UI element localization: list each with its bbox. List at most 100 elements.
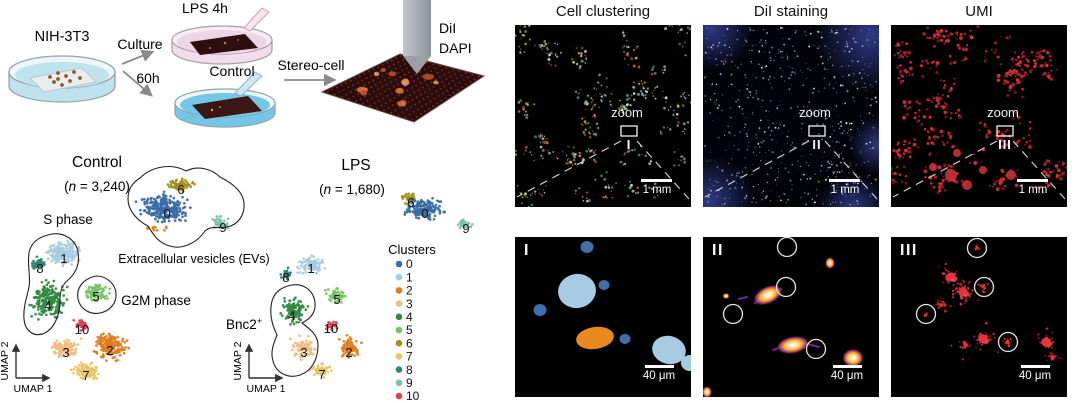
legend-title: Clusters xyxy=(388,242,436,257)
lps-dish xyxy=(171,7,273,65)
legend-item-label: 0 xyxy=(406,257,413,271)
legend-item-label: 4 xyxy=(406,310,413,324)
scalebar-label: 1 mm xyxy=(830,184,860,196)
scalebar xyxy=(829,179,860,182)
zoom-label: zoom xyxy=(799,105,831,120)
legend-item-label: 9 xyxy=(406,376,413,390)
s-phase-label: S phase xyxy=(43,212,93,227)
control-dish-label: Control xyxy=(209,63,254,79)
cluster-number-label: 9 xyxy=(219,220,226,235)
zoom-region-marks xyxy=(704,125,878,200)
panel-umi-image: zoom III 1 mm xyxy=(891,25,1067,207)
pipette-lps xyxy=(243,7,270,32)
panel-zoom-III: III 40 μm xyxy=(891,237,1067,397)
stain-dapi-label: DAPI xyxy=(439,40,472,56)
cluster-number-label: 8 xyxy=(282,270,289,285)
scalebar xyxy=(1017,179,1048,182)
cluster-number-label: 0 xyxy=(421,206,428,221)
lps-x-axis-label: UMAP 1 xyxy=(247,383,286,395)
control-dish xyxy=(174,71,276,128)
zoom-box-icon xyxy=(996,125,1014,137)
scalebar xyxy=(833,365,862,368)
scalebar xyxy=(641,179,672,182)
legend-item-label: 3 xyxy=(406,297,413,311)
lps-title: LPS xyxy=(341,157,370,174)
cluster-number-label: 1 xyxy=(60,251,67,266)
cluster-number-label: 4 xyxy=(44,298,51,313)
panel-title-cell-clustering: Cell clustering xyxy=(555,3,651,20)
cell-line-label: NIH-3T3 xyxy=(35,29,90,45)
cluster-number-label: 6 xyxy=(177,182,184,197)
region-numeral: I xyxy=(626,137,632,152)
culture-label: Culture xyxy=(117,36,162,52)
control-x-axis-label: UMAP 1 xyxy=(14,383,53,395)
segmented-cells-image xyxy=(533,241,691,371)
control-cluster-number-labels: 60 9 1 8 4 5 10 3 2 7 xyxy=(36,182,226,383)
cluster-number-label: 10 xyxy=(324,321,338,336)
control-n-label: (n = 3,240) xyxy=(64,179,130,194)
cluster-number-label: 5 xyxy=(92,289,99,304)
panel-title-umi: UMI xyxy=(965,3,993,20)
scalebar-label: 40 μm xyxy=(642,370,676,382)
panel-numeral: I xyxy=(524,242,530,259)
zoom-label: zoom xyxy=(611,105,643,120)
umi-zoom-image xyxy=(915,237,1062,367)
s-phase-outline xyxy=(23,233,80,336)
cluster-number-label: 8 xyxy=(36,261,43,276)
lps-scatter-points xyxy=(279,192,474,379)
cluster-number-label: 4 xyxy=(288,308,295,323)
cluster-number-label: 0 xyxy=(163,206,170,221)
cell-dots xyxy=(48,70,82,87)
arrow-to-lps xyxy=(121,49,155,65)
region-numeral: III xyxy=(998,137,1012,152)
cluster-number-label: 7 xyxy=(82,368,89,383)
control-scatter-points xyxy=(28,177,230,381)
zoom-region-marks xyxy=(516,125,690,200)
lps-y-axis-label: UMAP 2 xyxy=(232,341,244,380)
panel-dii-staining-image: zoom II 1 mm xyxy=(703,25,879,207)
cluster-number-label: 3 xyxy=(62,345,69,360)
bnc2-label: Bnc2+ xyxy=(226,316,262,332)
control-title: Control xyxy=(72,154,122,171)
region-numeral: II xyxy=(812,137,822,152)
umi-dots xyxy=(891,25,1067,195)
cluster-number-label: 2 xyxy=(106,343,113,358)
arrow-to-control xyxy=(122,70,153,97)
zoom-box-icon xyxy=(808,125,826,137)
legend-item-label: 5 xyxy=(406,323,413,337)
stain-dii-label: DiI xyxy=(439,20,456,36)
panel-zoom-I: I 40 μm xyxy=(515,237,691,397)
bnc2-outline xyxy=(270,284,319,377)
tissue-chip xyxy=(192,96,262,119)
cell-clustering-dots xyxy=(515,25,691,207)
cluster-number-label: 5 xyxy=(333,292,340,307)
scalebar-label: 1 mm xyxy=(1018,184,1048,196)
dii-cells-image xyxy=(703,237,864,397)
scalebar xyxy=(1021,365,1050,368)
tissue-patches xyxy=(356,67,439,107)
cluster-number-label: 6 xyxy=(407,195,414,210)
nih3t3-dish xyxy=(8,55,116,103)
legend-item-label: 8 xyxy=(406,363,413,377)
scalebar xyxy=(645,365,674,368)
ev-label: Extracellular vesicles (EVs) xyxy=(118,252,269,266)
platform-label: Stereo-cell xyxy=(278,57,345,73)
dii-staining-dots xyxy=(703,25,879,207)
lps-axes: UMAP 1 UMAP 2 xyxy=(232,341,286,395)
cluster-number-label: 10 xyxy=(75,322,89,337)
scalebar-label: 40 μm xyxy=(830,370,864,382)
chip-spot-grid xyxy=(326,55,480,121)
zoom-label: zoom xyxy=(987,105,1019,120)
panel-cell-clustering-image: zoom I 1 mm xyxy=(515,25,691,207)
scalebar-label: 1 mm xyxy=(642,184,672,196)
legend-item-label: 1 xyxy=(406,270,413,284)
panel-numeral: II xyxy=(712,242,724,259)
g2m-outline xyxy=(77,275,117,314)
scalebar-label: 40 μm xyxy=(1018,370,1052,382)
zoom-region-marks xyxy=(892,125,1066,200)
legend-item-label: 2 xyxy=(406,284,413,298)
